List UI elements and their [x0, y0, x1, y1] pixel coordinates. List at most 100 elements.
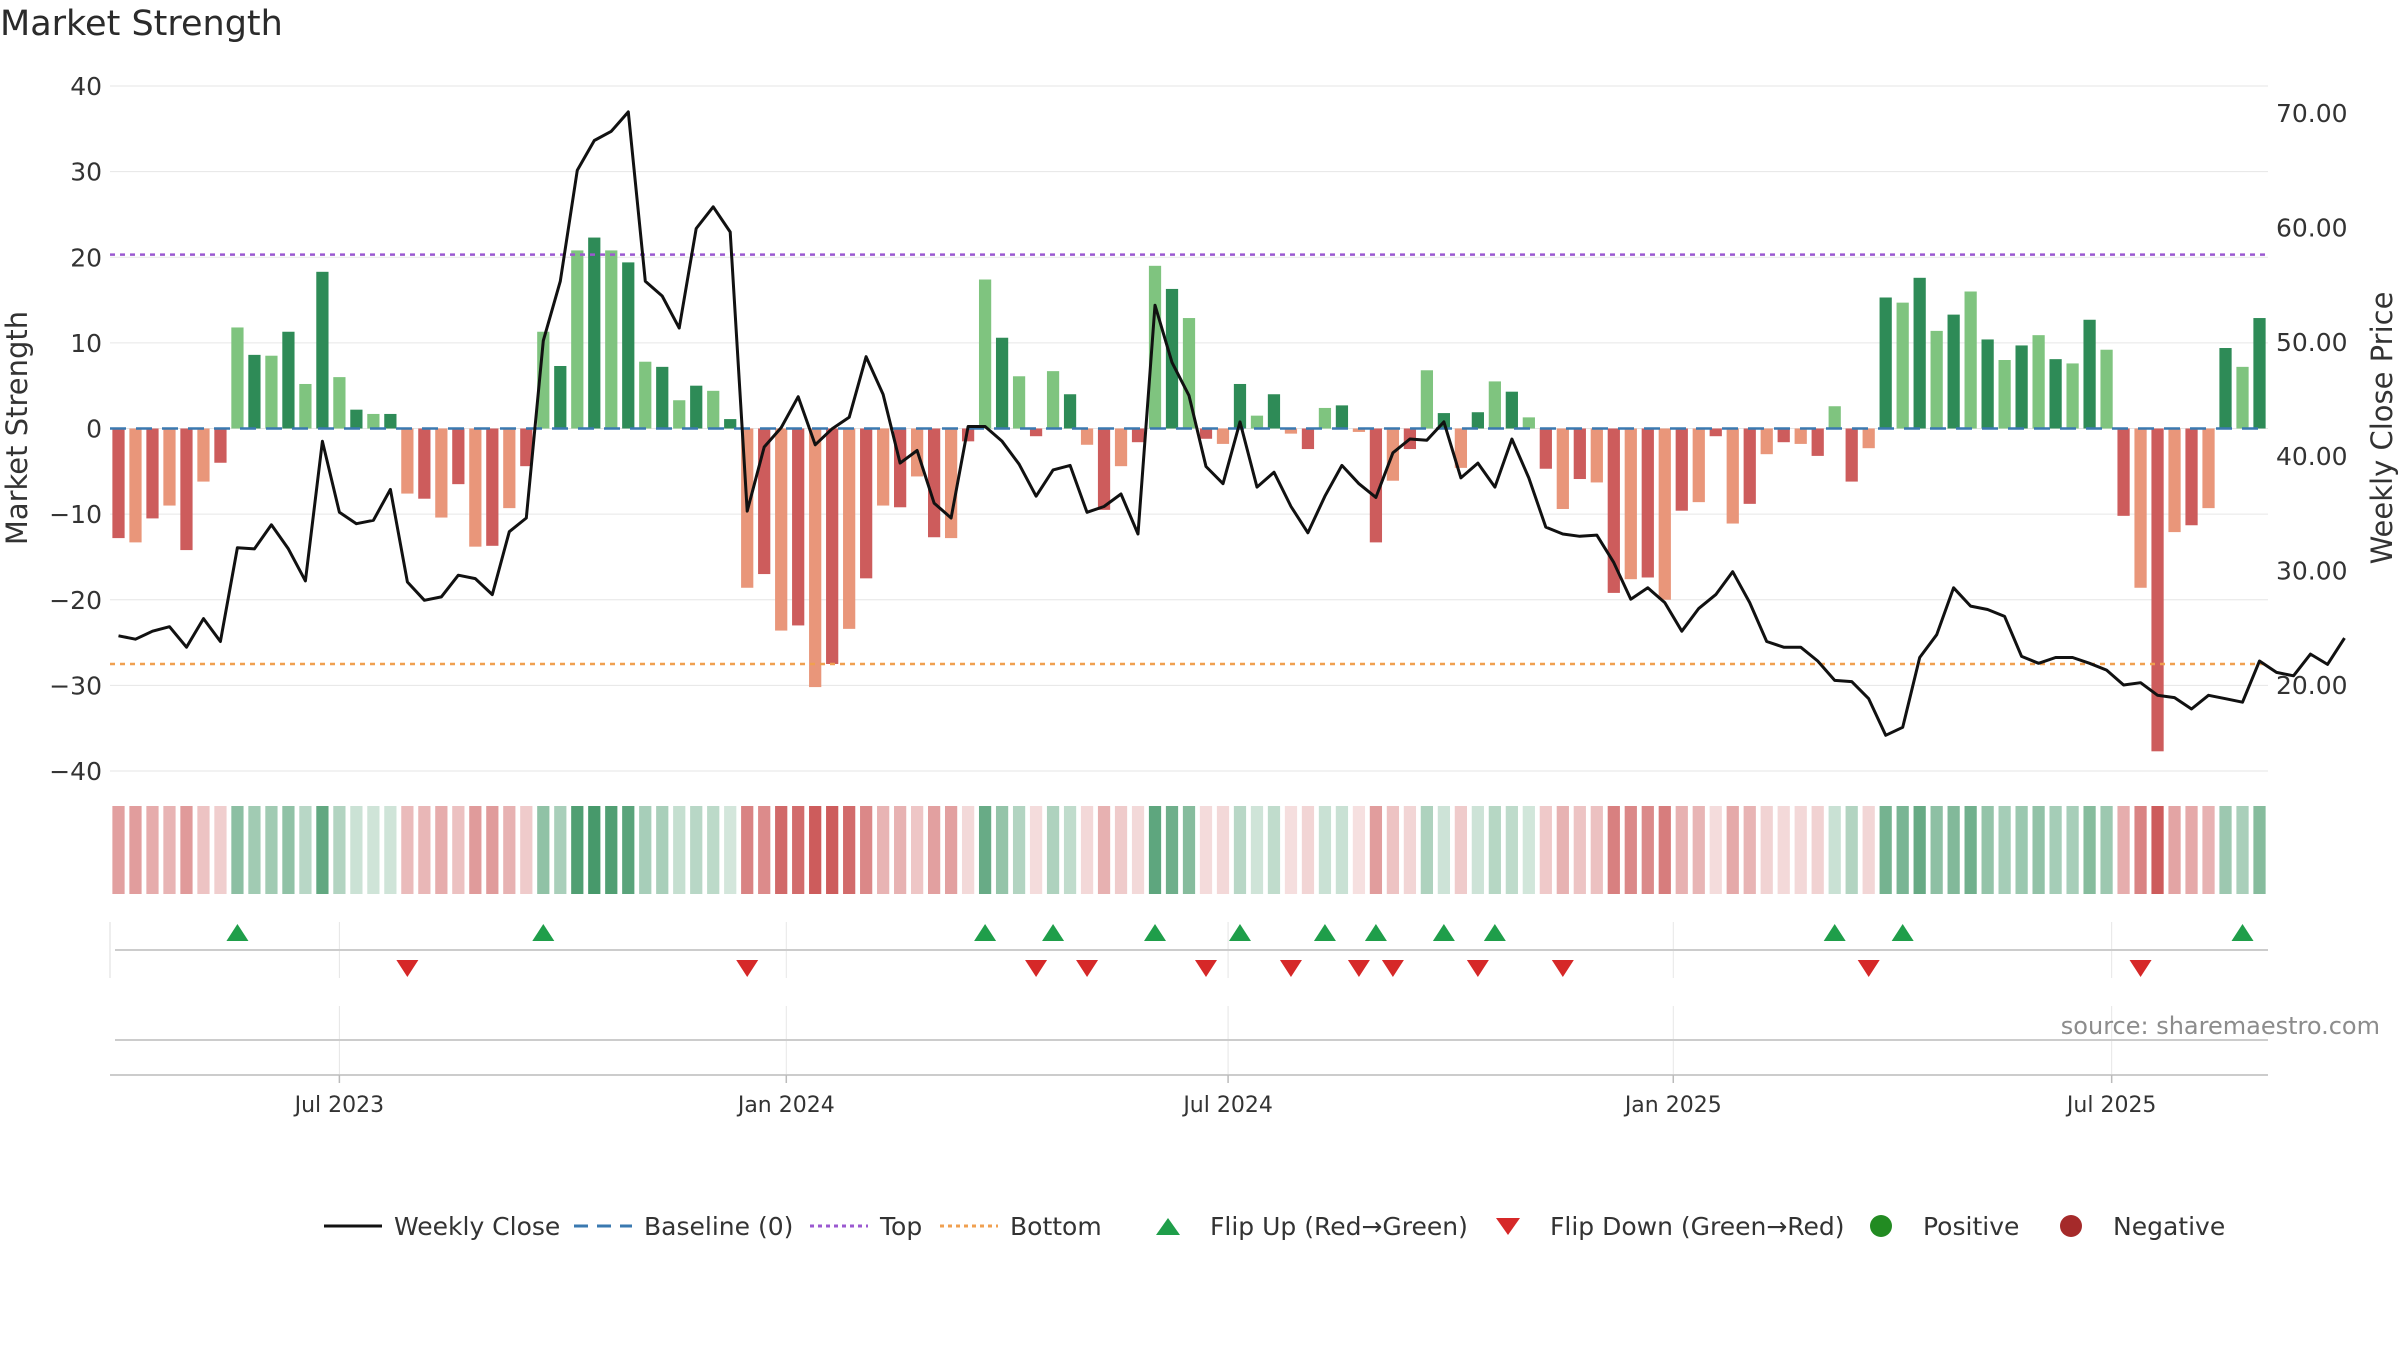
regime-cell	[2219, 806, 2232, 894]
flip-up-marker	[226, 924, 249, 941]
strength-bar	[1131, 428, 1145, 443]
strength-bar	[1284, 428, 1298, 434]
flip-up-marker	[2231, 924, 2254, 941]
regime-cell	[401, 806, 414, 894]
y2-tick-label: 40.00	[2276, 442, 2348, 471]
strength-bar	[469, 428, 482, 547]
strength-bar	[944, 428, 958, 539]
regime-cell	[809, 806, 822, 894]
regime-cell	[350, 806, 363, 894]
legend-label: Positive	[1923, 1211, 2020, 1241]
legend-label: Negative	[2113, 1211, 2226, 1241]
regime-cell	[316, 806, 329, 894]
strength-bar	[2032, 335, 2045, 429]
strength-bar	[520, 428, 533, 467]
regime-cell	[1913, 806, 1926, 894]
flip-up-marker	[1483, 924, 1506, 941]
regime-cell	[1131, 806, 1145, 894]
regime-cell	[1216, 806, 1230, 894]
regime-cell	[1284, 806, 1298, 894]
regime-cell	[418, 806, 431, 894]
strength-bar	[1097, 428, 1111, 510]
y-tick-label: 40	[70, 72, 102, 101]
strength-bar	[2066, 363, 2079, 429]
strength-bar	[707, 390, 720, 429]
strength-bar	[146, 428, 159, 519]
strength-bar	[1607, 428, 1620, 593]
flip-down-marker	[396, 960, 419, 977]
regime-cell	[1420, 806, 1434, 894]
y-tick-label: 30	[70, 158, 102, 187]
strength-bar	[724, 419, 737, 429]
strength-bar	[401, 428, 414, 494]
regime-cell	[486, 806, 499, 894]
legend-label: Flip Down (Green→Red)	[1550, 1211, 1845, 1241]
strength-bar	[995, 337, 1009, 429]
regime-cell	[928, 806, 941, 894]
regime-cell	[1182, 806, 1196, 894]
weekly-close-line	[118, 110, 2346, 737]
strength-bar	[1930, 330, 1943, 429]
strength-bar	[1913, 277, 1926, 429]
strength-bar	[1267, 394, 1281, 429]
strength-bar	[333, 377, 346, 429]
legend-item: Bottom	[938, 1196, 1102, 1256]
regime-cell	[2253, 806, 2266, 894]
strength-bar	[2168, 428, 2181, 533]
regime-cell	[1692, 806, 1705, 894]
y2-tick-label: 50.00	[2276, 328, 2348, 357]
strength-bar	[1726, 428, 1739, 524]
regime-cell	[1063, 806, 1077, 894]
regime-cell	[1641, 806, 1654, 894]
strength-bar	[1998, 360, 2011, 429]
strength-bar	[2202, 428, 2215, 509]
regime-cell	[1488, 806, 1501, 894]
strength-bar	[1063, 394, 1077, 429]
strength-bar	[1148, 265, 1162, 429]
regime-cell	[1777, 806, 1790, 894]
strength-bar	[231, 327, 244, 429]
strength-bar	[537, 331, 550, 429]
regime-cell	[741, 806, 754, 894]
regime-cell	[2168, 806, 2181, 894]
strength-bar	[1420, 370, 1434, 429]
strength-bar	[1471, 412, 1484, 429]
strength-bar	[826, 428, 839, 664]
strength-bar	[1080, 428, 1094, 445]
strength-bar	[180, 428, 193, 551]
strength-bar	[2117, 428, 2130, 516]
regime-cell	[1471, 806, 1484, 894]
strength-bar	[350, 409, 363, 429]
regime-cell	[1964, 806, 1977, 894]
strength-bar	[639, 361, 652, 429]
flip-down-marker	[1381, 960, 1404, 977]
flip-up-marker	[1891, 924, 1914, 941]
regime-cell	[843, 806, 856, 894]
x-tick-label: Jul 2025	[2065, 1093, 2157, 1118]
flip-down-marker	[1466, 960, 1489, 977]
strength-bar	[2049, 359, 2062, 429]
regime-cell	[299, 806, 312, 894]
y-axis-label: Market Strength	[0, 311, 34, 545]
regime-cell	[995, 806, 1009, 894]
regime-cell	[1505, 806, 1518, 894]
strength-bar	[605, 250, 618, 429]
y-tick-label: 0	[86, 415, 102, 444]
regime-cell	[1998, 806, 2011, 894]
strength-bar	[1573, 428, 1586, 480]
regime-cell	[707, 806, 720, 894]
regime-cell	[112, 806, 125, 894]
strength-bar	[1862, 428, 1875, 449]
strength-bar	[860, 428, 873, 579]
legend-label: Top	[880, 1211, 923, 1241]
strength-bar	[656, 366, 669, 429]
legend-swatch	[940, 1224, 998, 1228]
strength-bar	[1743, 428, 1756, 504]
strength-bar	[163, 428, 176, 506]
regime-cell	[197, 806, 210, 894]
strength-bar	[2253, 318, 2266, 429]
y2-tick-label: 30.00	[2276, 557, 2348, 586]
strength-bar	[843, 428, 856, 629]
flip-down-marker	[1551, 960, 1574, 977]
strength-bar	[299, 383, 312, 429]
